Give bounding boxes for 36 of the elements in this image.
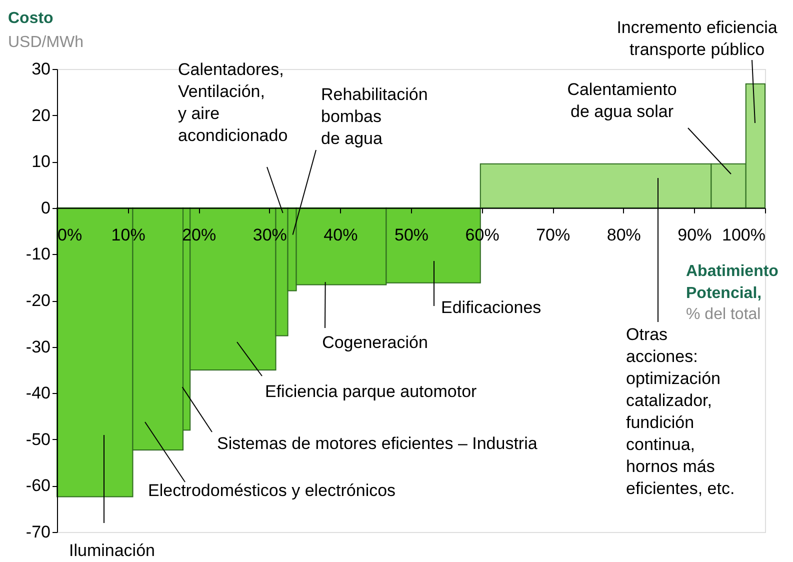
y-tick-label: -20 [26, 291, 50, 310]
y-tick-label: -50 [26, 430, 50, 449]
annotation: Sistemas de motores eficientes – Industria [217, 434, 538, 453]
annotation: Calentamiento de agua solar [567, 80, 677, 121]
x-tick-label: 30% [252, 225, 287, 244]
y-tick-label: -40 [26, 384, 50, 403]
y-tick-label: 30 [32, 60, 50, 78]
y-tick-label: -70 [26, 522, 50, 542]
annotation: Otras acciones: optimización catalizador, fundición continua, hornos más eficientes, etc. [626, 325, 735, 498]
chart-title: Costo [8, 10, 54, 27]
y-tick-label: 10 [32, 152, 50, 172]
x-tick-label: 40% [324, 225, 358, 244]
x-tick-label: 0% [58, 225, 82, 244]
y-tick-label: -60 [26, 476, 50, 496]
x-tick-label: 20% [182, 225, 216, 244]
annotation: Cogeneración [322, 333, 428, 352]
annotation: Electrodomésticos y electrónicos [148, 481, 396, 500]
text: Incremento eficiencia transporte público [616, 18, 778, 59]
x-tick-label: 100% [722, 225, 766, 244]
y-tick-label: -30 [26, 337, 50, 356]
x-axis-title: Abatimiento Potencial, [686, 263, 779, 302]
text: Iluminación [69, 541, 155, 560]
x-tick-label: 90% [678, 225, 712, 244]
annotation: % del total [686, 306, 761, 323]
annotation: Calentadores, Ventilación, y aire acondicionado [178, 60, 288, 145]
annotation: Rehabilitación bombas de agua [321, 85, 428, 148]
chart-subtitle: USD/MWh [8, 34, 84, 51]
y-tick-label: 20 [32, 106, 50, 125]
y-tick-label: -10 [26, 244, 50, 264]
x-tick-label: 10% [111, 225, 146, 244]
x-tick-label: 50% [394, 225, 429, 244]
y-tick-label: 0 [41, 198, 50, 218]
x-tick-label: 80% [606, 225, 641, 244]
annotation: Eficiencia parque automotor [265, 382, 478, 401]
annotation: Edificaciones [441, 298, 542, 317]
x-tick-label: 70% [536, 225, 570, 244]
